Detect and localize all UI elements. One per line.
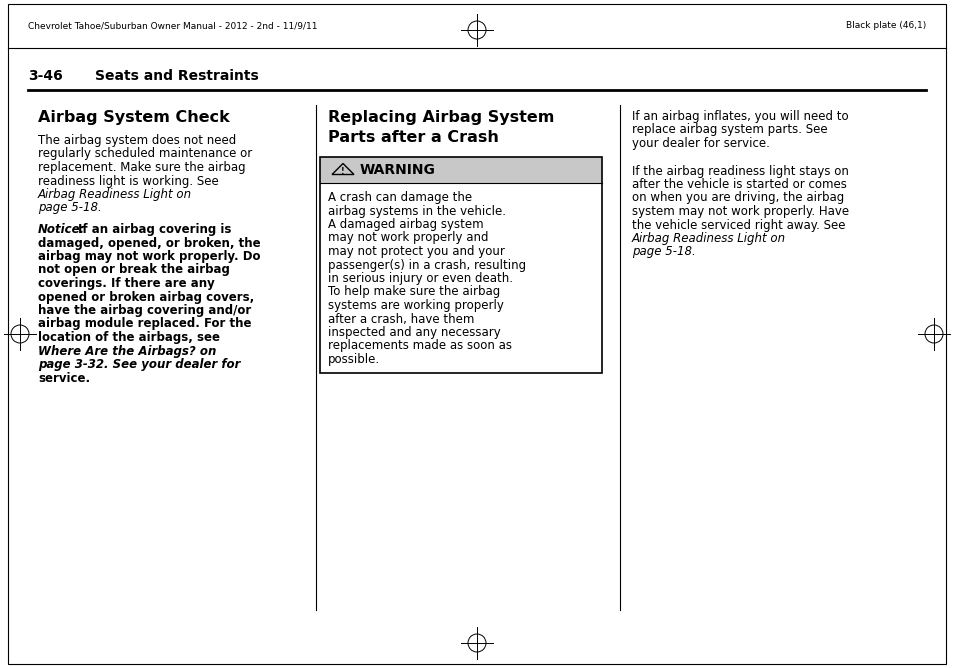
Bar <box>319 157 601 373</box>
Text: damaged, opened, or broken, the: damaged, opened, or broken, the <box>38 236 260 250</box>
Text: systems are working properly: systems are working properly <box>328 299 503 312</box>
Text: after the vehicle is started or comes: after the vehicle is started or comes <box>631 178 846 191</box>
Text: replace airbag system parts. See: replace airbag system parts. See <box>631 124 827 136</box>
Text: may not protect you and your: may not protect you and your <box>328 245 504 258</box>
Text: location of the airbags, see: location of the airbags, see <box>38 331 220 344</box>
Text: Replacing Airbag System: Replacing Airbag System <box>328 110 554 125</box>
Text: the vehicle serviced right away. See: the vehicle serviced right away. See <box>631 218 844 232</box>
Text: opened or broken airbag covers,: opened or broken airbag covers, <box>38 291 254 303</box>
Text: !: ! <box>341 167 344 176</box>
Text: replacements made as soon as: replacements made as soon as <box>328 339 512 353</box>
Text: Airbag Readiness Light on: Airbag Readiness Light on <box>631 232 785 245</box>
Text: possible.: possible. <box>328 353 379 366</box>
Text: The airbag system does not need: The airbag system does not need <box>38 134 236 147</box>
Text: Seats and Restraints: Seats and Restraints <box>95 69 258 83</box>
Text: To help make sure the airbag: To help make sure the airbag <box>328 285 499 299</box>
Text: If the airbag readiness light stays on: If the airbag readiness light stays on <box>631 164 848 178</box>
Text: Notice:: Notice: <box>38 223 85 236</box>
Text: page 3-32. See your dealer for: page 3-32. See your dealer for <box>38 358 240 371</box>
Text: after a crash, have them: after a crash, have them <box>328 313 474 325</box>
Text: may not work properly and: may not work properly and <box>328 232 488 244</box>
Text: A crash can damage the: A crash can damage the <box>328 191 472 204</box>
Text: service.: service. <box>38 371 90 385</box>
Text: airbag may not work properly. Do: airbag may not work properly. Do <box>38 250 260 263</box>
Text: your dealer for service.: your dealer for service. <box>631 137 769 150</box>
Text: Where Are the Airbags? on: Where Are the Airbags? on <box>38 345 216 357</box>
Text: Black plate (46,1): Black plate (46,1) <box>845 21 925 31</box>
Text: system may not work properly. Have: system may not work properly. Have <box>631 205 848 218</box>
Bar <box>319 157 601 183</box>
Text: If an airbag covering is: If an airbag covering is <box>78 223 232 236</box>
Text: Airbag System Check: Airbag System Check <box>38 110 230 125</box>
Text: regularly scheduled maintenance or: regularly scheduled maintenance or <box>38 148 252 160</box>
Text: page 5-18.: page 5-18. <box>631 246 695 259</box>
Text: page 5-18.: page 5-18. <box>38 202 102 214</box>
Text: A damaged airbag system: A damaged airbag system <box>328 218 483 231</box>
Text: on when you are driving, the airbag: on when you are driving, the airbag <box>631 192 843 204</box>
Text: WARNING: WARNING <box>359 163 436 177</box>
Text: in serious injury or even death.: in serious injury or even death. <box>328 272 513 285</box>
Text: inspected and any necessary: inspected and any necessary <box>328 326 500 339</box>
Text: passenger(s) in a crash, resulting: passenger(s) in a crash, resulting <box>328 259 525 271</box>
Text: Chevrolet Tahoe/Suburban Owner Manual - 2012 - 2nd - 11/9/11: Chevrolet Tahoe/Suburban Owner Manual - … <box>28 21 317 31</box>
Text: 3-46: 3-46 <box>28 69 63 83</box>
Text: coverings. If there are any: coverings. If there are any <box>38 277 214 290</box>
Text: Airbag Readiness Light on: Airbag Readiness Light on <box>38 188 192 201</box>
Text: airbag module replaced. For the: airbag module replaced. For the <box>38 317 252 331</box>
Text: If an airbag inflates, you will need to: If an airbag inflates, you will need to <box>631 110 848 123</box>
Text: have the airbag covering and/or: have the airbag covering and/or <box>38 304 251 317</box>
Text: airbag systems in the vehicle.: airbag systems in the vehicle. <box>328 204 505 218</box>
Text: not open or break the airbag: not open or break the airbag <box>38 263 230 277</box>
Text: readiness light is working. See: readiness light is working. See <box>38 174 218 188</box>
Text: Parts after a Crash: Parts after a Crash <box>328 130 498 145</box>
Text: replacement. Make sure the airbag: replacement. Make sure the airbag <box>38 161 245 174</box>
